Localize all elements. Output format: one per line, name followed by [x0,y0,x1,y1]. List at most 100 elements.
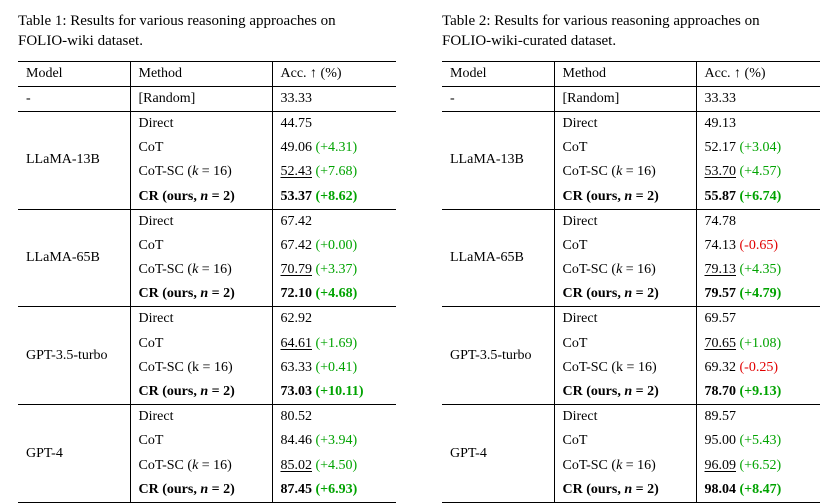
table-row: CoT 84.46 (+3.94) [18,429,396,454]
acc-value: 96.09 [704,457,737,473]
acc-cell: 67.42 (+0.00) [271,233,396,259]
acc-value: 87.45 [280,481,313,497]
table-row: GPT-3.5-turbo Direct 62.92 [18,306,396,405]
model-cell: LLaMA-65B [18,208,130,307]
acc-delta: (+1.69) [315,335,358,351]
acc-delta: (+5.43) [739,433,782,449]
acc-cell: 98.04 (+8.47) [695,477,820,503]
model-cell: LLaMA-65B [442,208,554,307]
table-row: CR (ours, n = 2) 55.87 (+6.74) [442,184,820,210]
method-cell: CoT [129,429,272,454]
acc-delta: (+7.68) [315,164,358,180]
table-row: CR (ours, n = 2) 98.04 (+8.47) [442,477,820,503]
acc-value: 63.33 [280,359,313,375]
acc-cell: 49.13 [695,110,820,137]
acc-cell: 63.33 (+0.41) [271,355,396,381]
method-cell: Direct [129,110,272,137]
method-cell: CoT-SC (k = 16) [553,160,696,185]
table-row: CoT 49.06 (+4.31) [18,136,396,161]
method-cell: [Random] [553,86,696,112]
results-table-2: Model Method Acc. ↑ (%) - [Random] 33.33 LLaMA… [442,60,820,503]
table-row: CoT 95.00 (+5.43) [442,429,820,454]
acc-cell: 52.43 (+7.68) [271,160,396,185]
acc-delta: (+3.37) [315,262,358,278]
method-cell: [Random] [129,86,272,112]
acc-cell: 70.79 (+3.37) [271,258,396,283]
acc-value: 70.79 [280,262,313,278]
results-table-1: Model Method Acc. ↑ (%) - [Random] 33.33 LLaMA… [18,60,396,503]
table-row: CR (ours, n = 2) 79.57 (+4.79) [442,282,820,307]
acc-cell: 53.37 (+8.62) [271,184,396,210]
acc-cell: 49.06 (+4.31) [271,136,396,161]
method-cell: CoT-SC (k = 16) [129,258,272,283]
acc-value: 89.57 [704,409,737,425]
header-row: Model Method Acc. ↑ (%) [442,60,820,87]
acc-delta: (+3.04) [739,140,782,156]
table-row: GPT-4 Direct 80.52 [18,404,396,503]
acc-delta: (+6.93) [315,481,358,497]
acc-delta: (+10.11) [315,384,364,400]
table-row: CoT 67.42 (+0.00) [18,233,396,259]
acc-delta: (+4.57) [739,164,782,180]
acc-value: 79.57 [704,286,737,302]
model-cell: GPT-4 [18,404,130,503]
acc-value: 73.03 [280,384,313,400]
acc-cell: 85.02 (+4.50) [271,453,396,478]
method-cell: CR (ours, n = 2) [129,477,272,503]
column-header: Model [442,60,554,87]
method-cell: Direct [553,208,696,234]
acc-delta: (+8.62) [315,188,358,204]
table-2-section: Table 2: Results for various reasoning a… [442,12,820,503]
method-cell: Direct [553,404,696,430]
table-1-caption: Table 1: Results for various reasoning a… [18,13,336,49]
acc-cell: 74.78 [695,208,820,234]
method-cell: CoT [553,331,696,356]
table-row: CoT 64.61 (+1.69) [18,331,396,356]
acc-cell: 53.70 (+4.57) [695,160,820,185]
table-row: GPT-4 Direct 89.57 [442,404,820,503]
method-cell: Direct [553,110,696,137]
acc-value: 53.37 [280,188,313,204]
acc-delta: (+8.47) [739,481,782,497]
table-2-caption: Table 2: Results for various reasoning a… [442,13,760,49]
table-row: CR (ours, n = 2) 73.03 (+10.11) [18,380,396,405]
method-cell: Direct [129,404,272,430]
acc-cell: 52.17 (+3.04) [695,136,820,161]
table-row: CoT 52.17 (+3.04) [442,136,820,161]
column-header: Model [18,60,130,87]
acc-value: 67.42 [280,213,313,229]
acc-delta: (+9.13) [739,384,782,400]
table-row: CoT-SC (k = 16) 79.13 (+4.35) [442,258,820,283]
acc-value: 85.02 [280,457,313,473]
model-cell: GPT-4 [442,404,554,503]
method-cell: CoT-SC (k = 16) [553,453,696,478]
table-row: LLaMA-65B Direct 74.78 [442,208,820,307]
acc-value: 69.32 [704,359,737,375]
model-cell: LLaMA-13B [18,110,130,210]
model-cell: GPT-3.5-turbo [442,306,554,405]
acc-value: 52.17 [704,140,737,156]
acc-cell: 96.09 (+6.52) [695,453,820,478]
model-cell: GPT-3.5-turbo [18,306,130,405]
table-row: CoT-SC (k = 16) 85.02 (+4.50) [18,453,396,478]
acc-value: 69.57 [704,311,737,327]
acc-delta: (-0.65) [739,237,779,253]
table-row: - [Random] 33.33 [442,86,820,112]
method-cell: CR (ours, n = 2) [129,184,272,210]
acc-cell: 55.87 (+6.74) [695,184,820,210]
acc-value: 79.13 [704,262,737,278]
acc-cell: 78.70 (+9.13) [695,380,820,405]
acc-value: 70.65 [704,335,737,351]
method-cell: CoT [553,429,696,454]
table-row: CoT 70.65 (+1.08) [442,331,820,356]
acc-delta: (+3.94) [315,433,358,449]
acc-delta: (+4.35) [739,262,782,278]
acc-value: 52.43 [280,164,313,180]
acc-value: 80.52 [280,409,313,425]
acc-cell: 62.92 [271,306,396,332]
table-row: CoT-SC (k = 16) 63.33 (+0.41) [18,355,396,381]
acc-value: 98.04 [704,481,737,497]
acc-cell: 69.57 [695,306,820,332]
acc-cell: 67.42 [271,208,396,234]
